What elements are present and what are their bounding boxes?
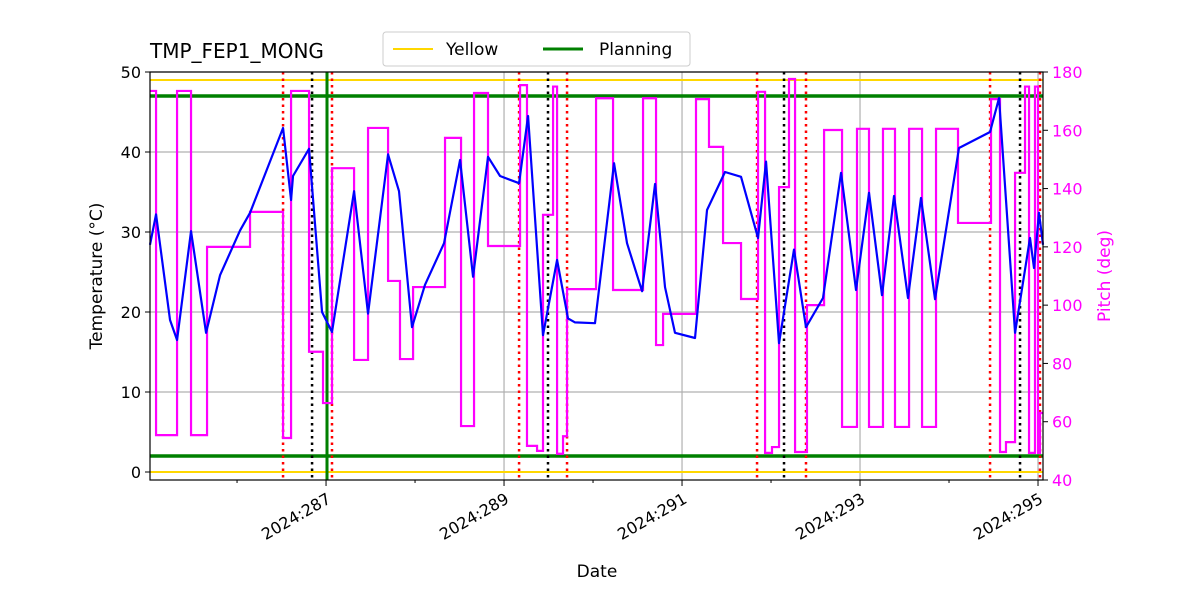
x-tick-label: 2024:289 <box>436 489 512 544</box>
y-tick-label: 40 <box>121 143 141 162</box>
y-right-tick-label: 80 <box>1052 354 1072 373</box>
x-axis-label: Date <box>577 562 618 582</box>
temperature-line <box>148 96 1045 345</box>
x-tick-label: 2024:287 <box>258 489 334 544</box>
legend-label-planning: Planning <box>599 40 672 60</box>
limit-lines <box>150 79 1043 473</box>
y-tick-label: 20 <box>121 303 141 322</box>
x-tick-label: 2024:293 <box>792 489 868 544</box>
y-right-tick-label: 180 <box>1052 63 1083 82</box>
y-right-tick-label: 100 <box>1052 296 1083 315</box>
y-right-tick-label: 120 <box>1052 238 1083 257</box>
x-tick-label: 2024:295 <box>970 489 1046 544</box>
x-tick-label: 2024:291 <box>614 489 690 544</box>
y-axis-label: Temperature (°C) <box>87 203 107 351</box>
legend-box <box>382 31 691 67</box>
y-tick-label: 10 <box>121 383 141 402</box>
y-right-tick-label: 140 <box>1052 180 1083 199</box>
legend: Yellow Planning <box>382 31 691 67</box>
y-right-tick-label: 60 <box>1052 413 1072 432</box>
y-axis-right-label: Pitch (deg) <box>1095 230 1115 322</box>
event-lines <box>281 72 1042 480</box>
y-tick-label: 0 <box>131 463 141 482</box>
legend-label-yellow: Yellow <box>445 40 498 60</box>
y-right-tick-label: 40 <box>1052 471 1072 490</box>
y-right-tick-label: 160 <box>1052 121 1083 140</box>
y-tick-label: 30 <box>121 223 141 242</box>
plot-frame <box>149 71 1044 481</box>
series <box>148 77 1045 455</box>
y-tick-label: 50 <box>121 63 141 82</box>
pitch-line <box>150 77 1043 455</box>
chart-title: TMP_FEP1_MONG <box>149 39 324 63</box>
